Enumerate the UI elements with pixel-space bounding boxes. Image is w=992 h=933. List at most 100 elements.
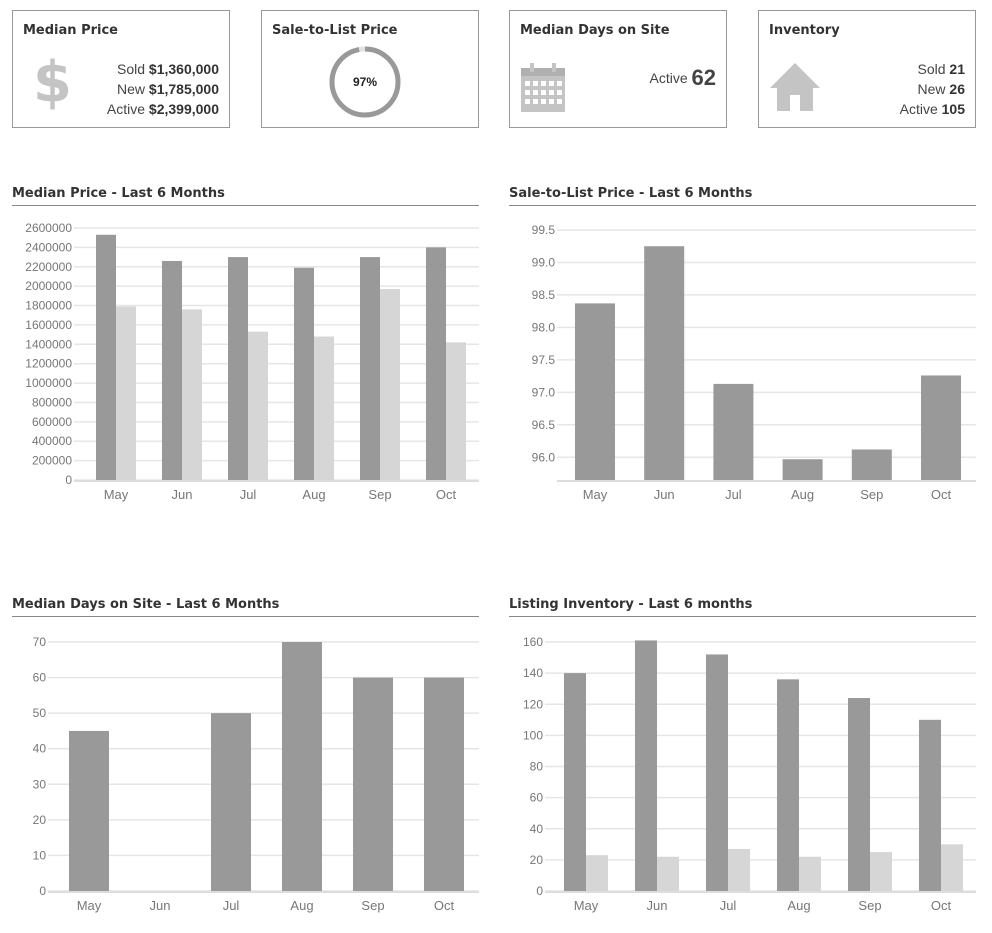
y-tick-label: 200000 bbox=[32, 454, 72, 468]
bar-dark-may bbox=[96, 234, 116, 480]
bar-dark-sep bbox=[851, 449, 892, 480]
dollar-icon: $ bbox=[33, 50, 72, 115]
y-tick-label: 800000 bbox=[32, 395, 72, 409]
divider bbox=[509, 205, 976, 206]
bar-light-jul bbox=[248, 331, 268, 480]
active-value: $2,399,000 bbox=[148, 101, 219, 117]
y-tick-label: 20 bbox=[530, 853, 544, 867]
x-tick-label: Jun bbox=[647, 898, 668, 913]
y-tick-label: 70 bbox=[33, 635, 47, 649]
x-tick-label: Oct bbox=[931, 487, 952, 502]
bar-dark-jun bbox=[644, 246, 685, 480]
x-tick-label: May bbox=[583, 487, 608, 502]
y-tick-label: 2400000 bbox=[25, 240, 72, 254]
y-tick-label: 1800000 bbox=[25, 299, 72, 313]
y-tick-label: 0 bbox=[536, 884, 543, 898]
new-value: 26 bbox=[949, 81, 965, 97]
bar-dark-may bbox=[564, 673, 586, 891]
sale-to-list-chart: 96.0 96.5 97.0 97.5 98.0 98.5 99.0 99.5 May Jun Ju… bbox=[532, 223, 976, 502]
bar-light-sep bbox=[870, 852, 892, 891]
y-tick-label: 120 bbox=[523, 697, 543, 711]
x-tick-label: Jun bbox=[172, 487, 193, 502]
bar-dark-jun bbox=[162, 260, 182, 480]
bar-dark-sep bbox=[353, 677, 393, 891]
y-tick-label: 40 bbox=[33, 742, 47, 756]
x-tick-label: Aug bbox=[791, 487, 814, 502]
calendar-icon bbox=[521, 63, 565, 112]
bar-light-sep bbox=[380, 289, 400, 480]
y-tick-label: 1000000 bbox=[25, 376, 72, 390]
divider bbox=[12, 205, 479, 206]
bar-light-aug bbox=[314, 336, 334, 480]
active-value: 105 bbox=[941, 101, 965, 117]
y-tick-label: 0 bbox=[65, 473, 72, 487]
x-tick-label: May bbox=[574, 898, 599, 913]
y-tick-label: 2200000 bbox=[25, 260, 72, 274]
bar-dark-jul bbox=[713, 383, 754, 480]
x-tick-label: Aug bbox=[787, 898, 810, 913]
bar-light-jun bbox=[182, 309, 202, 480]
y-tick-label: 1400000 bbox=[25, 337, 72, 351]
bar-dark-oct bbox=[919, 719, 941, 891]
y-tick-label: 2000000 bbox=[25, 279, 72, 293]
bar-light-oct bbox=[941, 844, 963, 891]
card-title: Median Price bbox=[23, 23, 118, 38]
inventory-chart-title: Listing Inventory - Last 6 months bbox=[509, 597, 753, 612]
bar-dark-sep bbox=[360, 257, 380, 480]
y-tick-label: 2600000 bbox=[25, 221, 72, 235]
y-tick-label: 50 bbox=[33, 706, 47, 720]
median-days-chart-title: Median Days on Site - Last 6 Months bbox=[12, 597, 280, 612]
y-tick-label: 98.5 bbox=[532, 288, 556, 302]
sold-value: $1,360,000 bbox=[148, 61, 219, 77]
median-price-chart: 0 200000 400000 600000 800000 1000000 1200000 1… bbox=[25, 221, 479, 502]
y-tick-label: 600000 bbox=[32, 415, 72, 429]
y-tick-label: 1600000 bbox=[25, 318, 72, 332]
x-tick-label: Sep bbox=[368, 487, 391, 502]
x-tick-label: Jul bbox=[240, 487, 257, 502]
y-tick-label: 97.5 bbox=[532, 353, 556, 367]
bar-dark-oct bbox=[424, 677, 464, 891]
bar-light-jun bbox=[657, 856, 679, 891]
bar-dark-may bbox=[575, 303, 615, 480]
x-tick-label: Jul bbox=[223, 898, 240, 913]
divider bbox=[12, 616, 479, 617]
y-tick-label: 40 bbox=[530, 822, 544, 836]
median-price-card: Median Price $ Sold $1,360,000 New $1,78… bbox=[12, 10, 230, 128]
divider bbox=[509, 616, 976, 617]
y-tick-label: 0 bbox=[39, 884, 46, 898]
y-tick-label: 140 bbox=[523, 666, 543, 680]
x-tick-label: Sep bbox=[361, 898, 384, 913]
x-tick-label: May bbox=[77, 898, 102, 913]
inventory-stats: Sold 21 New 26 Active 105 bbox=[899, 61, 965, 117]
bar-dark-aug bbox=[282, 642, 322, 891]
y-tick-label: 99.0 bbox=[532, 255, 556, 269]
card-title: Median Days on Site bbox=[520, 23, 670, 38]
median-price-stats: Sold $1,360,000 New $1,785,000 Active $2… bbox=[106, 61, 219, 117]
bar-dark-sep bbox=[848, 698, 870, 891]
sold-value: 21 bbox=[949, 61, 965, 77]
bar-dark-jul bbox=[211, 713, 251, 891]
percent-ring: 97% bbox=[329, 46, 401, 118]
y-tick-label: 99.5 bbox=[532, 223, 556, 237]
bar-dark-jul bbox=[228, 257, 248, 480]
y-tick-label: 100 bbox=[523, 728, 543, 742]
bar-dark-aug bbox=[777, 679, 799, 891]
bar-light-may bbox=[586, 855, 608, 891]
inventory-chart: 0 20 40 60 80 100 120 140 160 May Jun Jul Aug Sep Oct bbox=[523, 635, 976, 913]
y-tick-label: 60 bbox=[33, 671, 47, 685]
x-tick-label: Sep bbox=[860, 487, 883, 502]
active-days-value: 62 bbox=[691, 65, 716, 90]
sale-to-list-chart-title: Sale-to-List Price - Last 6 Months bbox=[509, 186, 753, 201]
x-tick-label: Jun bbox=[654, 487, 675, 502]
x-tick-label: Jul bbox=[725, 487, 742, 502]
ring-value-text: 97% bbox=[353, 75, 377, 89]
y-tick-label: 400000 bbox=[32, 434, 72, 448]
ring-fill bbox=[329, 46, 401, 118]
y-tick-label: 30 bbox=[33, 777, 47, 791]
x-tick-label: Oct bbox=[434, 898, 455, 913]
sale-to-list-card: Sale-to-List Price 97% bbox=[261, 10, 479, 128]
y-tick-label: 160 bbox=[523, 635, 543, 649]
y-tick-label: 10 bbox=[33, 848, 47, 862]
card-title: Inventory bbox=[769, 23, 840, 38]
x-tick-label: Jul bbox=[720, 898, 737, 913]
